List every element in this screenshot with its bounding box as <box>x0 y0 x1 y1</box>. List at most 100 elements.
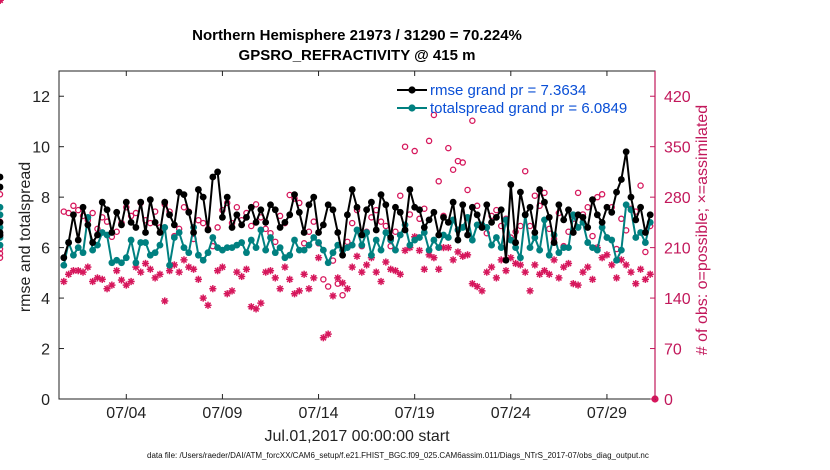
rmse-point <box>435 231 443 239</box>
totalspread-point <box>377 246 385 254</box>
legend-spread-marker <box>408 104 416 112</box>
y-left-tick-label: 4 <box>41 291 50 308</box>
obs-assimilated-point <box>281 263 289 271</box>
obs-assimilated-point <box>415 246 424 255</box>
obs-assimilated-point <box>233 268 241 276</box>
rmse-point <box>286 211 294 219</box>
y-left-tick-label: 12 <box>32 89 50 106</box>
obs-assimilated-point <box>636 265 645 273</box>
obs-possible-point <box>392 228 399 236</box>
obs-possible-point <box>531 192 539 199</box>
rmse-point <box>497 206 505 214</box>
chart-subtitle: GPSRO_REFRACTIVITY @ 415 m <box>239 47 476 64</box>
totalspread-point <box>324 259 332 267</box>
rmse-point <box>190 229 197 236</box>
rmse-point <box>425 216 433 224</box>
rmse-point <box>382 201 390 209</box>
obs-assimilated-point <box>310 274 318 282</box>
obs-possible-point <box>637 182 644 189</box>
rmse-point <box>593 211 601 219</box>
rmse-point <box>483 201 491 209</box>
totalspread-point <box>118 259 125 267</box>
obs-assimilated-point <box>305 285 313 293</box>
rmse-point <box>444 218 452 226</box>
totalspread-point <box>132 259 140 267</box>
obs-assimilated-point <box>641 275 649 283</box>
obs-possible-point <box>425 137 433 145</box>
obs-assimilated-point <box>156 270 164 278</box>
obs-assimilated-point <box>622 261 630 269</box>
rmse-point <box>372 226 380 234</box>
totalspread-point <box>574 224 582 231</box>
legend-rmse-label: rmse grand pr = 7.3634 <box>430 82 586 99</box>
rmse-point <box>521 211 529 219</box>
rmse-point <box>459 201 467 209</box>
axes-layer: 0 2 4 6 8 10 12 0 70 140 210 280 350 420 07/04 07/09 07/… <box>32 71 691 422</box>
totalspread-point <box>329 249 337 257</box>
totalspread-point <box>517 254 524 262</box>
rmse-point <box>161 198 169 206</box>
obs-possible-point <box>0 245 4 253</box>
rmse-point <box>637 203 644 211</box>
obs-possible-point <box>74 206 82 214</box>
obs-assimilated-point <box>550 256 558 264</box>
obs-assimilated-point <box>487 263 496 271</box>
obs-assimilated-point <box>377 277 385 286</box>
obs-assimilated-point <box>603 251 611 259</box>
obs-assimilated-point <box>478 287 486 295</box>
obs-assimilated-point <box>353 252 361 260</box>
totalspread-point <box>137 239 145 246</box>
totalspread-point <box>276 244 284 252</box>
obs-assimilated-point <box>492 274 500 282</box>
obs-possible-point <box>445 144 452 152</box>
obs-possible-point <box>435 178 442 185</box>
totalspread-point <box>435 244 443 252</box>
y-right-tick-label: 140 <box>664 291 691 308</box>
rmse-point <box>396 208 404 216</box>
rmse-point <box>507 181 515 188</box>
rmse-point <box>267 201 274 209</box>
totalspread-point <box>492 234 500 241</box>
x-tick-label: 07/19 <box>395 405 435 422</box>
totalspread-point <box>315 239 322 246</box>
totalspread-point <box>425 246 433 254</box>
obs-assimilated-point <box>338 279 347 287</box>
rmse-point <box>315 229 322 236</box>
totalspread-point <box>151 249 159 257</box>
obs-assimilated-point <box>564 259 573 268</box>
obs-assimilated-point <box>348 263 356 271</box>
totalspread-point <box>545 251 553 259</box>
obs-assimilated-point <box>396 270 404 278</box>
rmse-point <box>194 186 202 193</box>
totalspread-point <box>161 224 169 231</box>
rmse-point <box>79 203 87 211</box>
rmse-point <box>622 148 630 156</box>
rmse-point <box>401 226 409 234</box>
rmse-point <box>118 221 125 229</box>
x-tick-label: 07/14 <box>299 405 339 422</box>
obs-possible-point <box>320 276 327 283</box>
y-left-tick-label: 10 <box>32 140 50 157</box>
obs-assimilated-point <box>473 282 481 291</box>
totalspread-point <box>243 249 250 257</box>
rmse-point <box>65 239 73 246</box>
rmse-point <box>305 201 313 209</box>
rmse-point <box>0 231 4 239</box>
totalspread-point <box>622 201 630 209</box>
obs-possible-point <box>401 143 409 150</box>
obs-possible-point <box>0 191 4 198</box>
obs-assimilated-point <box>175 268 183 276</box>
obs-assimilated-point <box>536 270 544 278</box>
y-axis-label-left: rmse and totalspread <box>17 162 34 312</box>
obs-assimilated-point <box>560 263 568 271</box>
totalspread-point <box>396 231 404 239</box>
obs-assimilated-point <box>257 299 265 307</box>
obs-possible-point <box>574 189 582 197</box>
totalspread-point <box>406 241 414 249</box>
rmse-point <box>545 213 553 221</box>
obs-possible-point <box>430 111 438 119</box>
rmse-point <box>492 213 500 221</box>
rmse-point <box>531 229 539 236</box>
obs-assimilated-point <box>84 263 92 271</box>
totalspread-point <box>632 234 640 241</box>
